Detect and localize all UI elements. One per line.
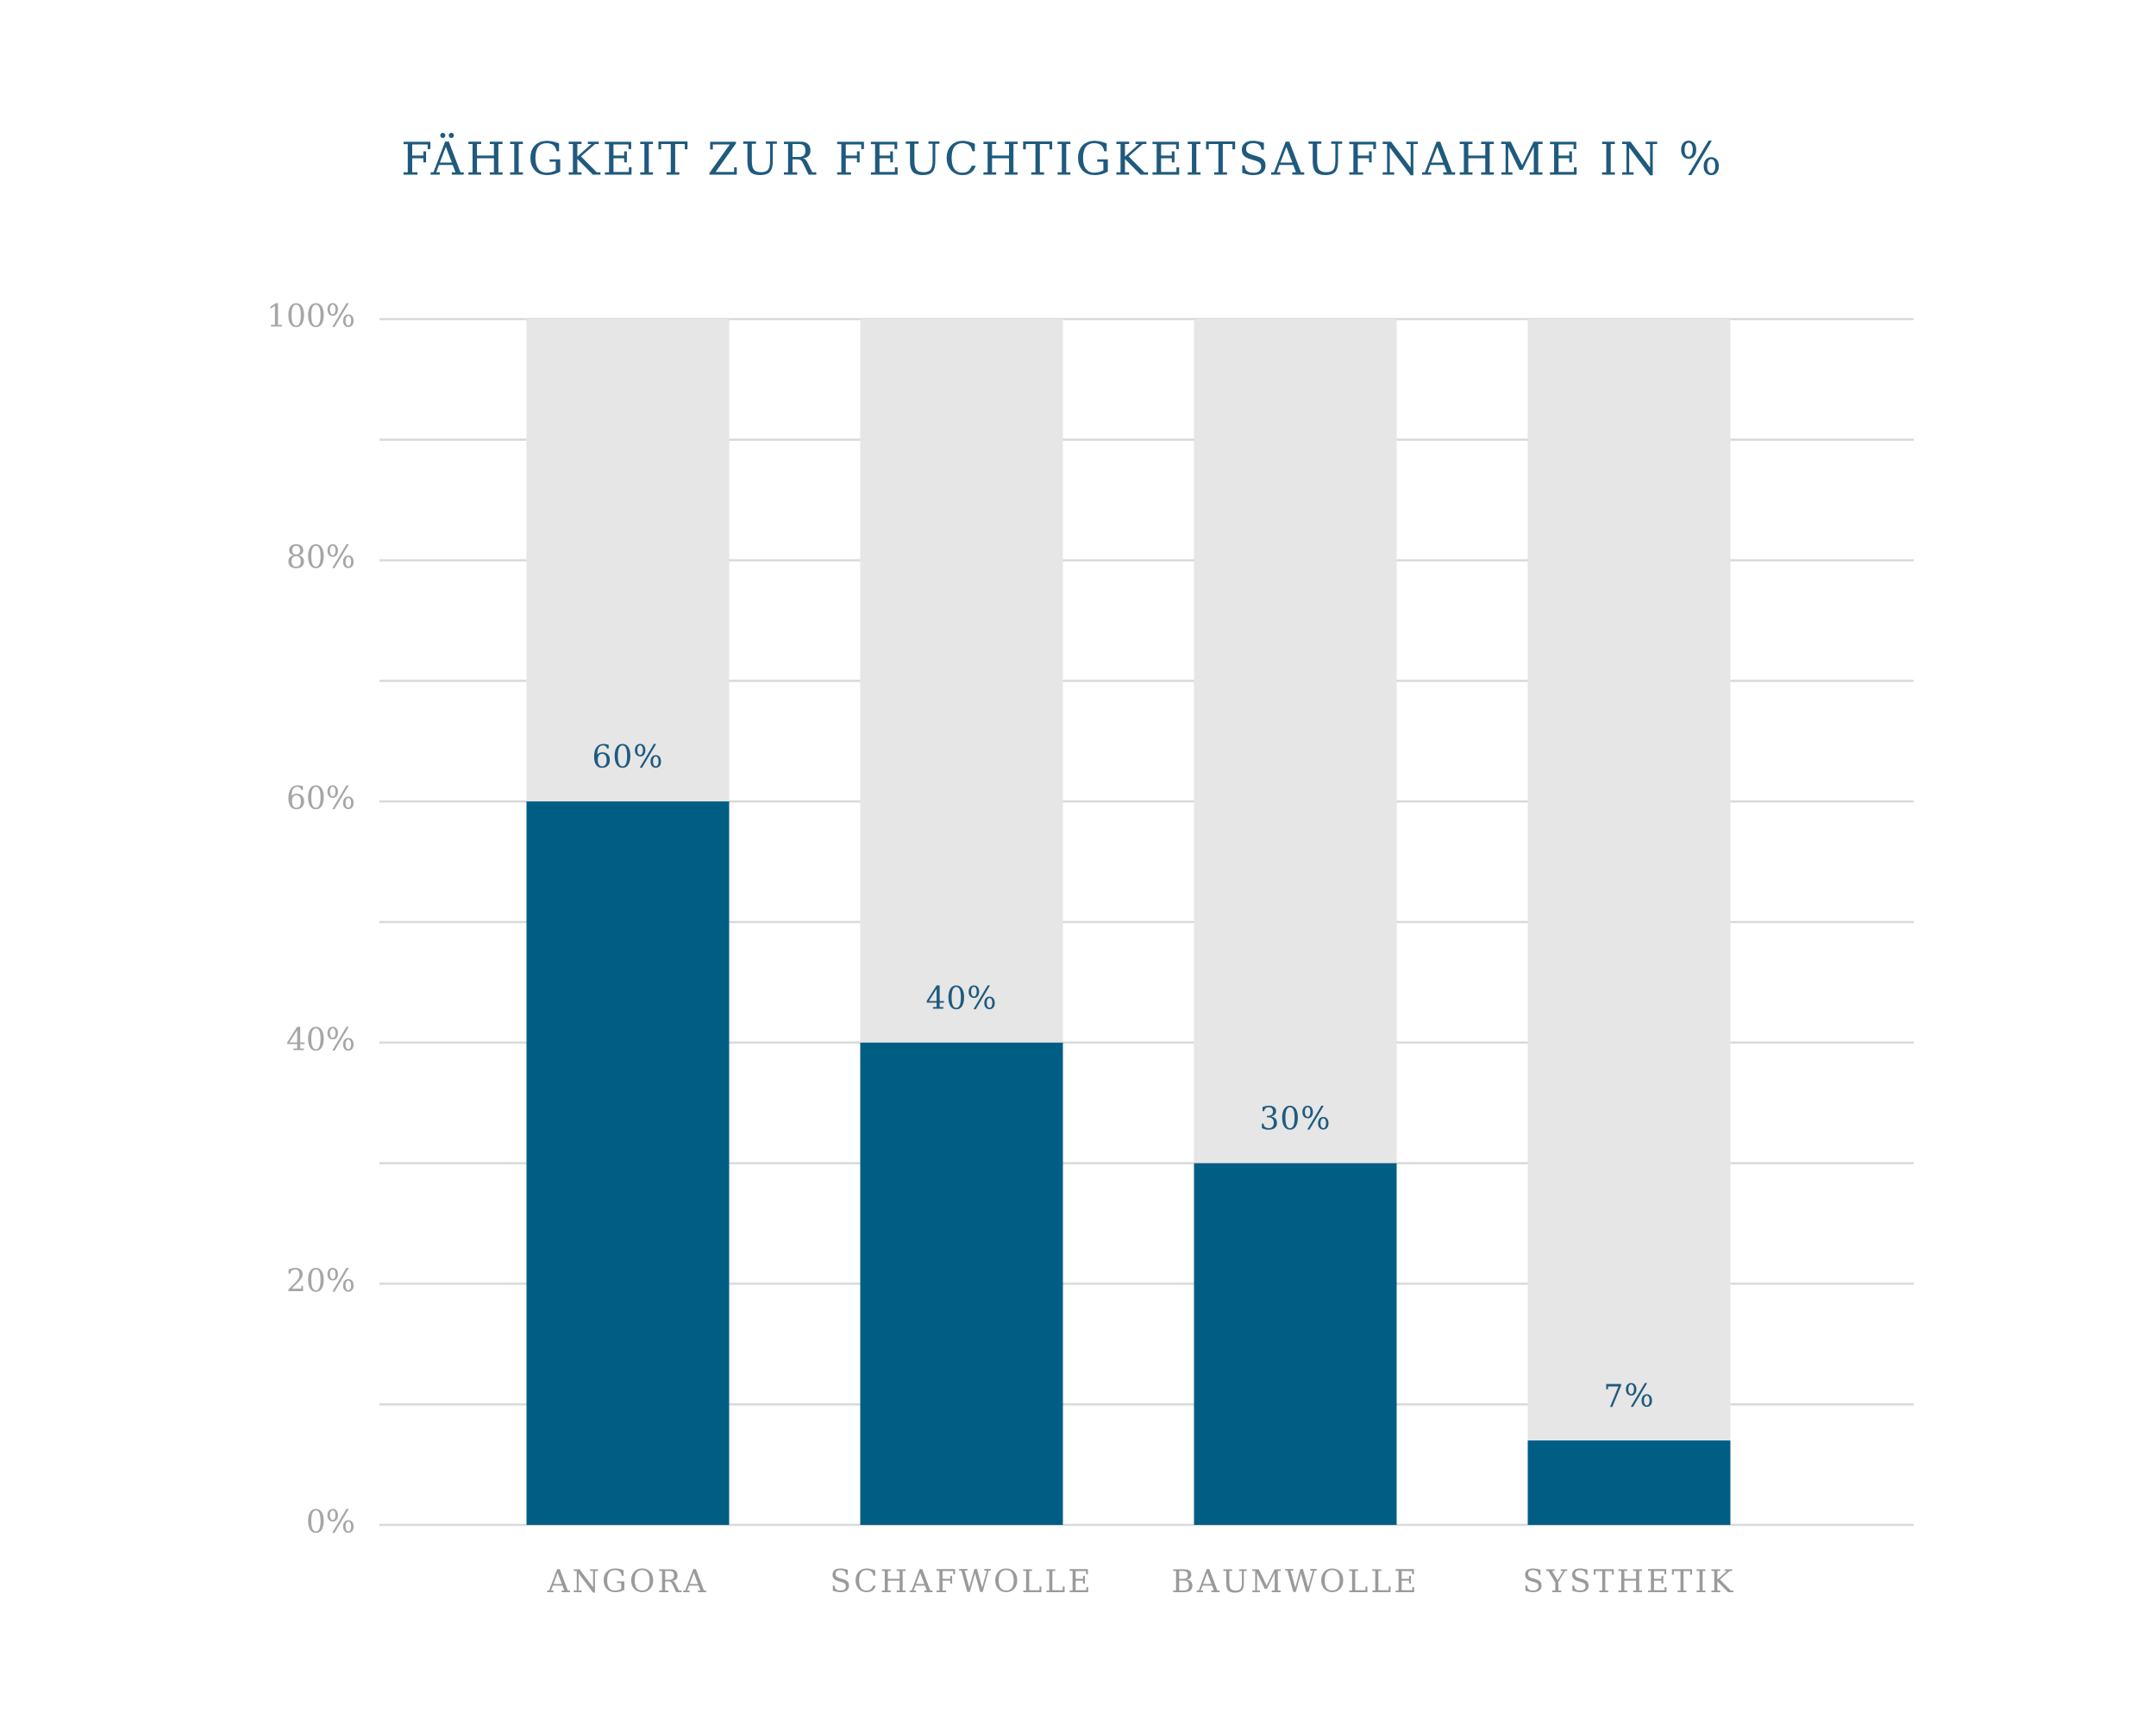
x-tick-label: ANGORA xyxy=(547,1565,709,1600)
bar-track xyxy=(1527,319,1731,1525)
bar xyxy=(1194,1163,1397,1525)
y-tick-label: 0% xyxy=(306,1505,355,1540)
y-tick-label: 60% xyxy=(286,781,355,817)
bar xyxy=(526,801,730,1525)
bar xyxy=(860,1042,1063,1525)
x-tick-label: BAUMWOLLE xyxy=(1171,1565,1419,1600)
y-tick-label: 80% xyxy=(286,541,355,576)
chart-title: FÄHIGKEIT ZUR FEUCHTIGKEITSAUFNAHME IN % xyxy=(401,134,1724,186)
value-label: 7% xyxy=(1603,1379,1654,1414)
value-label: 60% xyxy=(592,740,663,775)
value-label: 30% xyxy=(1259,1102,1331,1138)
y-tick-label: 40% xyxy=(286,1023,355,1058)
bar xyxy=(1527,1440,1731,1525)
y-tick-label: 20% xyxy=(286,1264,355,1299)
y-tick-label: 100% xyxy=(266,299,355,335)
value-label: 40% xyxy=(925,982,997,1017)
x-tick-label: SYSTHETIK xyxy=(1523,1565,1736,1600)
x-tick-label: SCHAFWOLLE xyxy=(830,1565,1093,1600)
